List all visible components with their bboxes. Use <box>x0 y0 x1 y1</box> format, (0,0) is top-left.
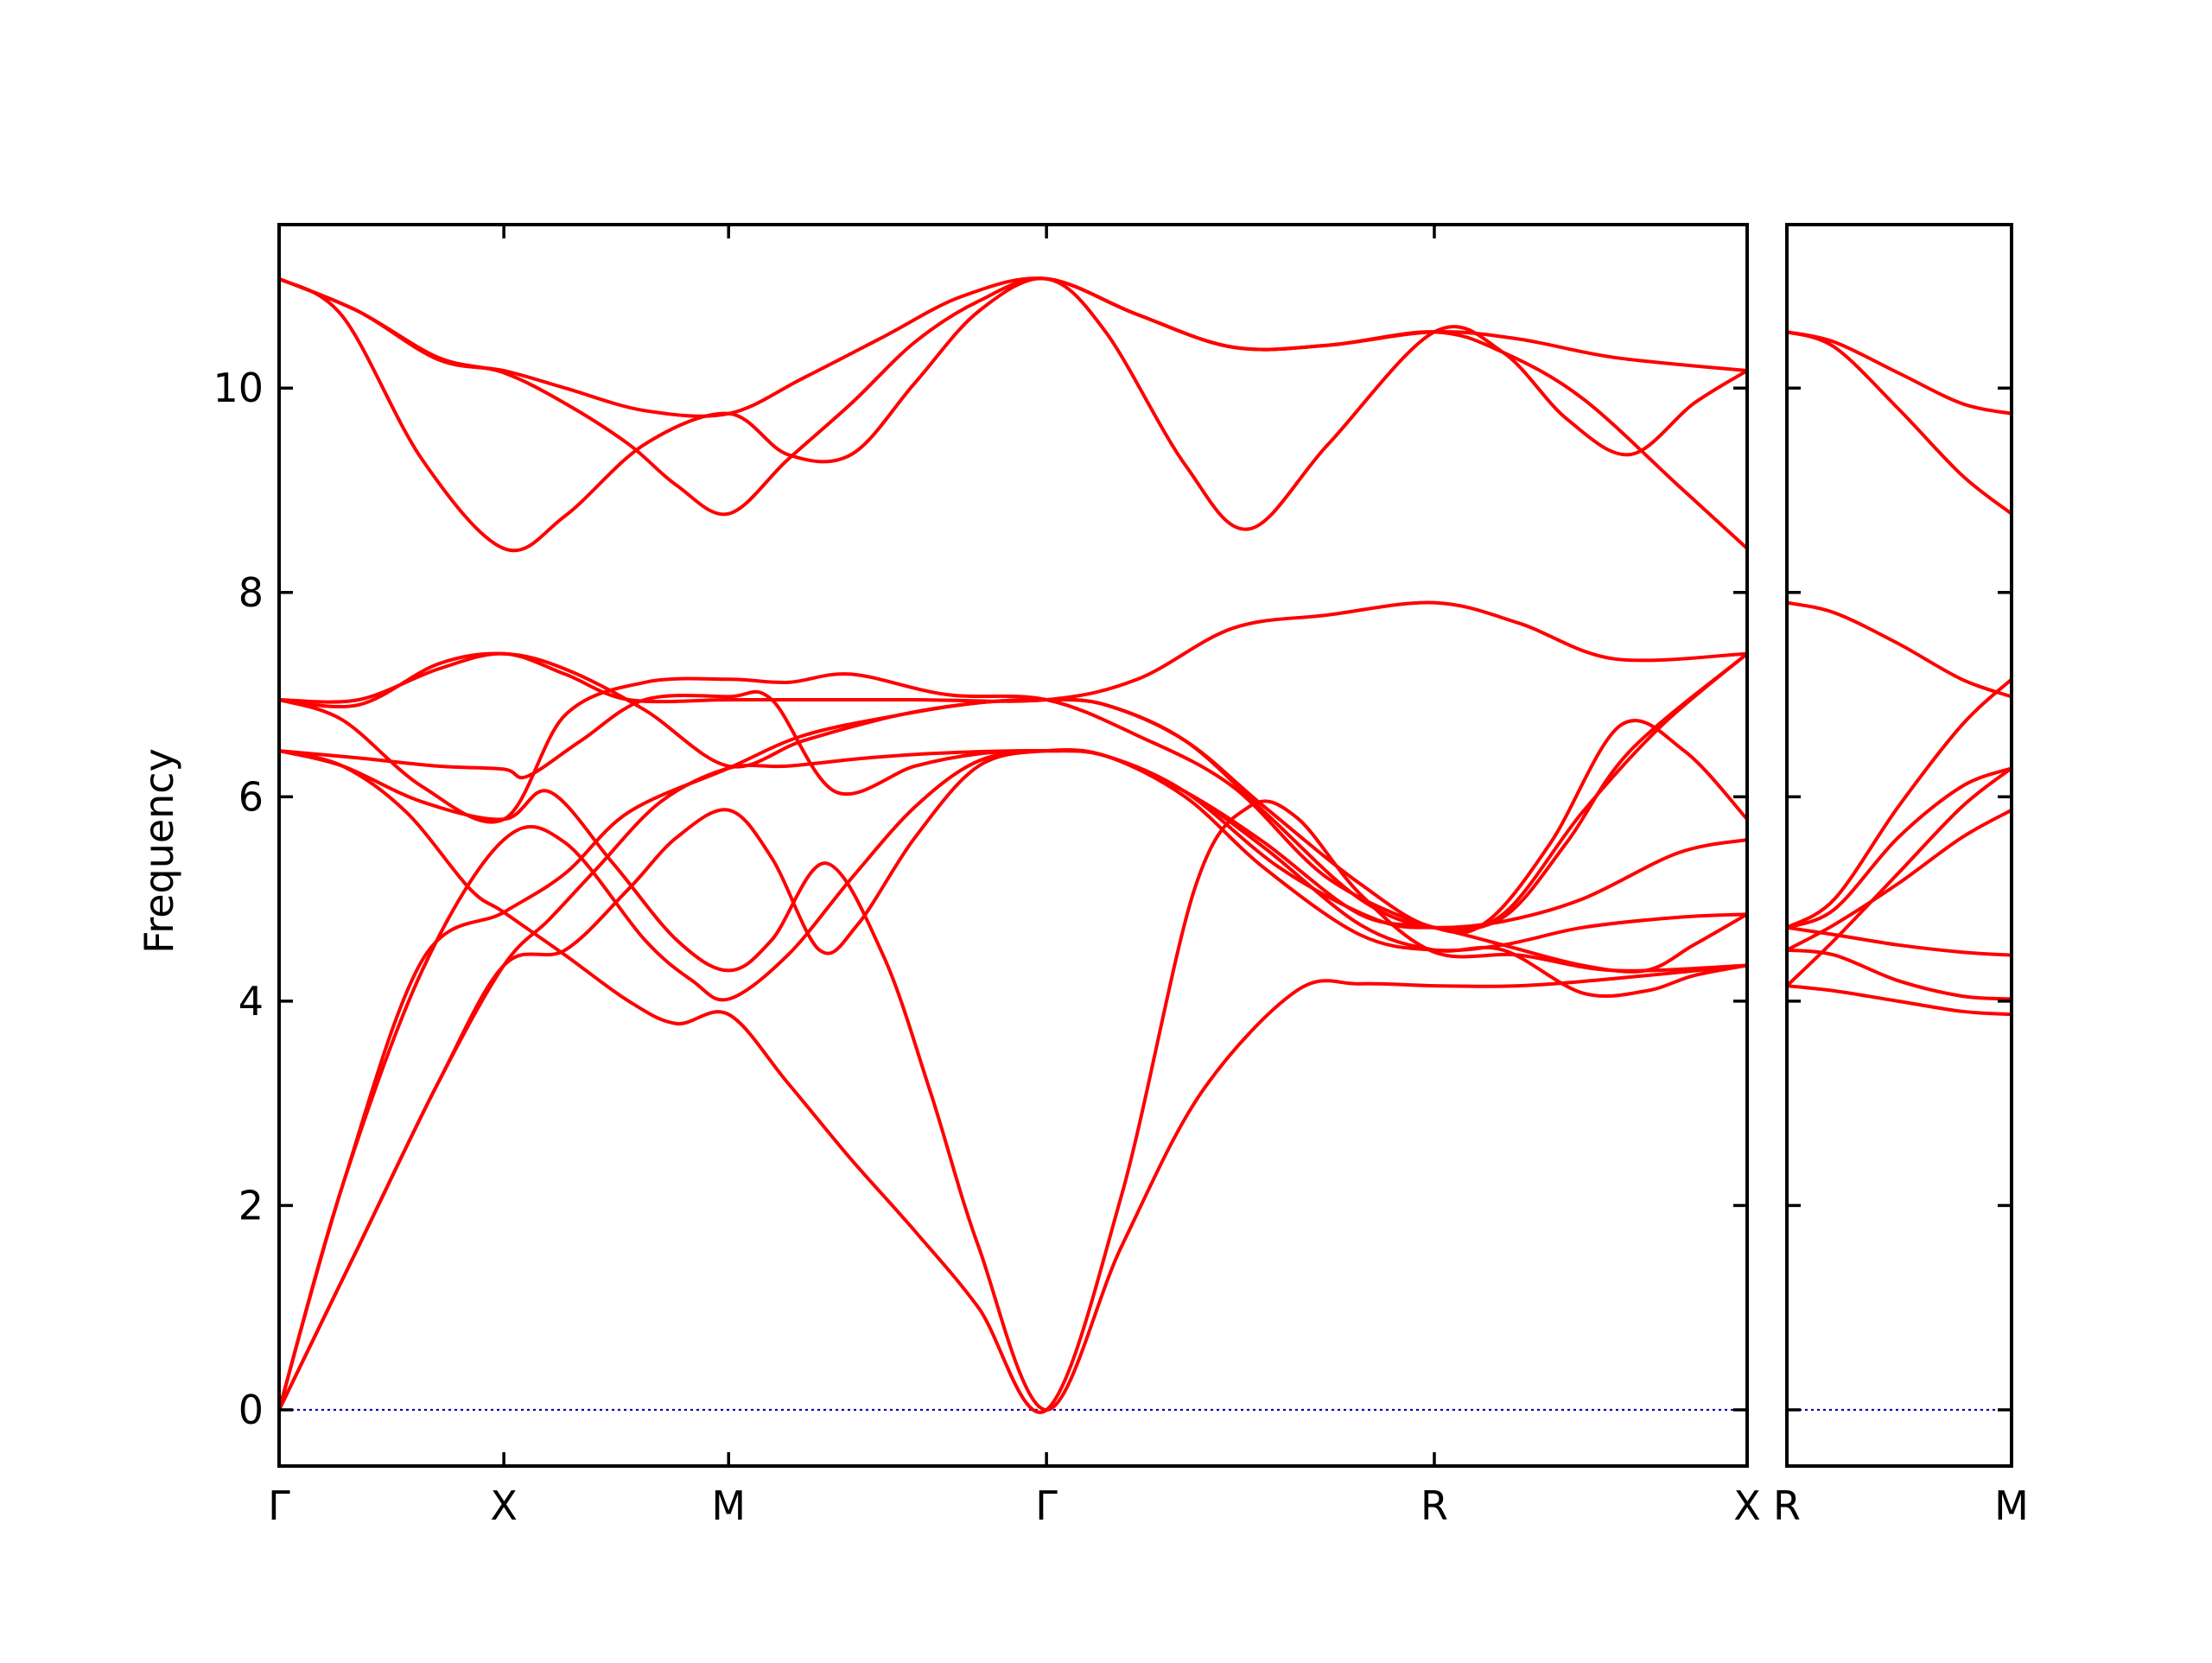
side-band-2 <box>1785 330 2013 516</box>
main-xtick-label: M <box>711 1482 746 1529</box>
main-band-6 <box>277 672 1749 935</box>
side-band-1 <box>1785 330 2013 416</box>
side-band-9 <box>1785 948 2013 1001</box>
side-band-4 <box>1785 677 2013 930</box>
main-band-7 <box>277 748 1749 1412</box>
ytick-label: 0 <box>238 1387 264 1433</box>
ytick-label: 4 <box>238 978 264 1025</box>
ytick-label: 8 <box>238 569 264 616</box>
main-panel: 0 2 4 6 8 10 Γ X M Γ R X <box>213 223 1761 1529</box>
side-band-6 <box>1785 808 2013 952</box>
main-xtick-label: X <box>490 1482 518 1529</box>
y-axis-title: Frequency <box>136 748 182 954</box>
ytick-label: 6 <box>238 773 264 820</box>
ytick-label: 2 <box>238 1182 264 1228</box>
side-band-10 <box>1785 984 2013 1017</box>
side-xtick-label: M <box>1994 1482 2029 1529</box>
main-xtick-label: X <box>1733 1482 1761 1529</box>
main-band-13 <box>277 276 1749 553</box>
main-xtick-label: Γ <box>268 1482 290 1529</box>
main-xtick-label: Γ <box>1035 1482 1058 1529</box>
main-band-9 <box>277 748 1749 1412</box>
main-band-12 <box>277 276 1749 550</box>
main-plot-frame <box>277 223 1749 1468</box>
ytick-label: 10 <box>213 365 264 411</box>
side-plot-frame <box>1785 223 2013 1468</box>
side-band-5 <box>1785 766 2013 930</box>
main-band-11 <box>277 276 1749 418</box>
side-band-8 <box>1785 925 2013 957</box>
side-band-3 <box>1785 600 2013 699</box>
main-band-8 <box>277 747 1749 1412</box>
main-xtick-label: R <box>1421 1482 1448 1529</box>
main-band-2 <box>277 749 1749 1412</box>
main-band-3 <box>277 749 1749 1414</box>
side-xtick-label: R <box>1773 1482 1801 1529</box>
main-band-10 <box>277 651 1749 1412</box>
main-band-1 <box>277 689 1749 930</box>
